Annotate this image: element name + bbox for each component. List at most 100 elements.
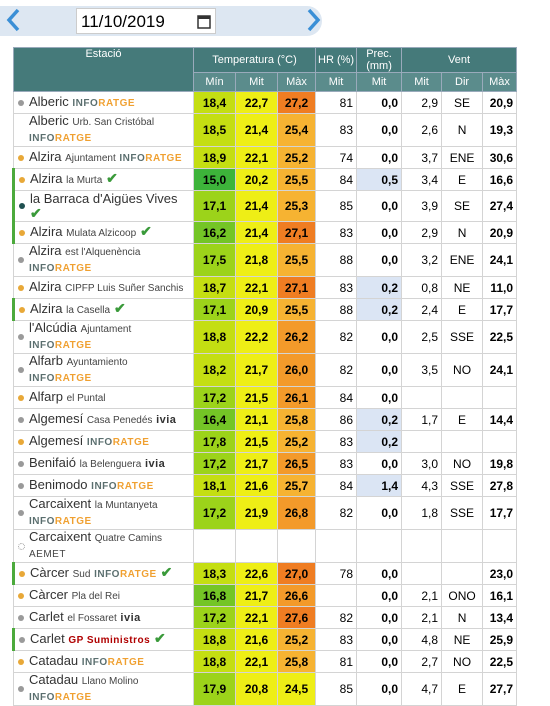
mit-cell: 21,1: [235, 408, 278, 431]
station-row: Alzira la Murta ✔ 15,0 20,2 25,5 84 0,5 3,4 E 16…: [12, 168, 518, 191]
subheader-cell: Màx: [276, 72, 317, 92]
station-table: Estació Temperatura (°C) HR (%) Prec. (m…: [12, 47, 518, 706]
wmax-cell: 13,4: [482, 606, 518, 629]
station-cell: Alberic Urb. San Cristóbal INFORATGE: [13, 113, 194, 147]
station-row: Alzira Ajuntament INFORATGE 18,9 22,1 25,2 7…: [13, 146, 518, 169]
max-cell: 24,5: [276, 672, 317, 706]
max-cell: 26,0: [276, 353, 317, 387]
status-dot: [19, 229, 25, 236]
hr-cell: [315, 529, 358, 563]
date-input[interactable]: 11/10/2019: [76, 8, 216, 34]
station-cell: Alzira Mulata Alzicoop ✔: [12, 221, 194, 244]
status-dot: [18, 460, 24, 467]
station-cell: Algemesí Casa Penedés ivia: [13, 408, 194, 431]
network-tag: INFORATGE: [86, 436, 150, 448]
calendar-icon[interactable]: [197, 14, 211, 29]
dir-cell: [441, 430, 484, 453]
header-cell: Vent: [401, 47, 518, 73]
station-name: Algemesí: [29, 410, 84, 426]
prec-cell: 0,0: [356, 221, 403, 244]
prec-cell: 0,0: [356, 672, 403, 706]
mit-cell: 22,7: [235, 91, 278, 114]
station-cell: Carcaixent Quatre Camins AEMET: [13, 529, 194, 563]
network-tag: ivia: [120, 611, 141, 624]
station-name: Carlet: [29, 608, 64, 624]
min-cell: 16,4: [193, 408, 236, 431]
station-detail: el Puntal: [66, 392, 106, 404]
min-cell: [193, 529, 236, 563]
network-tag: INFORATGE: [72, 97, 136, 109]
station-cell: Alzira la Murta ✔: [12, 168, 194, 191]
station-detail: est l'Alquenència: [65, 247, 141, 258]
hr-cell: 85: [315, 672, 358, 706]
station-cell: l'Alcúdia Ajuntament INFORATGE: [13, 320, 194, 354]
prec-cell: 0,2: [356, 430, 403, 453]
network-tag: INFORATGE: [94, 569, 157, 580]
status-dot: [18, 482, 24, 489]
prec-cell: 0,0: [356, 243, 403, 277]
station-row: Alzira est l'Alquenència INFORATGE 17,5 21…: [13, 243, 518, 277]
prev-day[interactable]: [6, 8, 22, 32]
header-cell: Prec. (mm): [356, 47, 403, 73]
min-cell: 17,2: [193, 606, 236, 629]
station-name: Alzira: [29, 243, 62, 258]
station-cell: Carlet GP Suministros ✔: [12, 628, 194, 651]
mit-cell: 21,7: [235, 452, 278, 475]
dir-cell: ENE: [441, 243, 484, 277]
wmax-cell: 16,6: [482, 168, 518, 191]
prec-cell: 0,5: [356, 168, 403, 191]
max-cell: 26,2: [276, 320, 317, 354]
status-dot: [18, 686, 24, 692]
verified-check: ✔: [110, 300, 126, 316]
wmax-cell: 22,5: [482, 320, 518, 354]
prec-cell: [356, 529, 403, 563]
station-row: Carlet el Fossaret ivia 17,2 22,1 27,6 82 0,0…: [13, 606, 518, 629]
mit-cell: 21,7: [235, 584, 278, 607]
station-name: Alzira: [29, 278, 62, 294]
station-name: Alzira: [30, 224, 63, 239]
max-cell: 25,2: [276, 146, 317, 169]
prec-cell: 0,0: [356, 452, 403, 475]
wmax-cell: [482, 430, 518, 453]
station-detail: la Muntanyeta: [94, 500, 158, 511]
date-text: 11/10/2019: [81, 12, 165, 31]
mit-cell: 21,4: [235, 190, 278, 222]
mit-cell: 20,2: [235, 168, 278, 191]
prec-cell: 0,0: [356, 562, 403, 585]
wmit-cell: 2,6: [401, 113, 443, 147]
min-cell: 17,2: [193, 452, 236, 475]
wmit-cell: [401, 529, 443, 563]
mit-cell: 21,6: [235, 474, 278, 497]
status-dot: [18, 99, 24, 106]
station-detail: Ajuntament: [80, 324, 132, 335]
prec-cell: 0,0: [356, 496, 403, 530]
wmax-cell: 17,7: [482, 298, 518, 321]
max-cell: 25,8: [276, 408, 317, 431]
dir-cell: ENE: [441, 146, 484, 169]
station-cell: Benimodo INFORATGE: [13, 474, 194, 497]
mit-cell: 22,6: [235, 562, 278, 585]
station-row: Carcaixent la Muntanyeta INFORATGE 17,2 21…: [13, 496, 518, 530]
network-tag: INFORATGE: [29, 692, 92, 703]
station-cell: Alzira CIPFP Luis Suñer Sanchis: [13, 276, 194, 299]
min-cell: 17,1: [193, 298, 236, 321]
hr-cell: 88: [315, 298, 358, 321]
next-day[interactable]: [305, 8, 321, 32]
station-row: l'Alcúdia Ajuntament INFORATGE 18,8 22,2 26…: [13, 320, 518, 354]
network-tag: INFORATGE: [29, 373, 92, 384]
station-cell: Carcaixent la Muntanyeta INFORATGE: [13, 496, 194, 530]
hr-cell: 84: [315, 386, 358, 409]
network-tag: ivia: [156, 413, 177, 426]
network-tag: INFORATGE: [29, 133, 92, 144]
mit-cell: 21,5: [235, 430, 278, 453]
network-tag: INFORATGE: [29, 516, 92, 527]
station-detail: Llano Molino: [81, 676, 139, 687]
wmit-cell: [401, 386, 443, 409]
page: 11/10/2019 Estació Temperatura (°C) HR (…: [0, 6, 518, 706]
station-row: Benimodo INFORATGE 18,1 21,6 25,7 84 1,4 4,3 SS…: [13, 474, 518, 497]
station-detail: Sud: [72, 569, 91, 580]
wmit-cell: [401, 430, 443, 453]
station-row: Carcaixent Quatre Camins AEMET: [13, 529, 518, 563]
station-name: Càrcer: [30, 565, 70, 580]
max-cell: 27,2: [276, 91, 317, 114]
